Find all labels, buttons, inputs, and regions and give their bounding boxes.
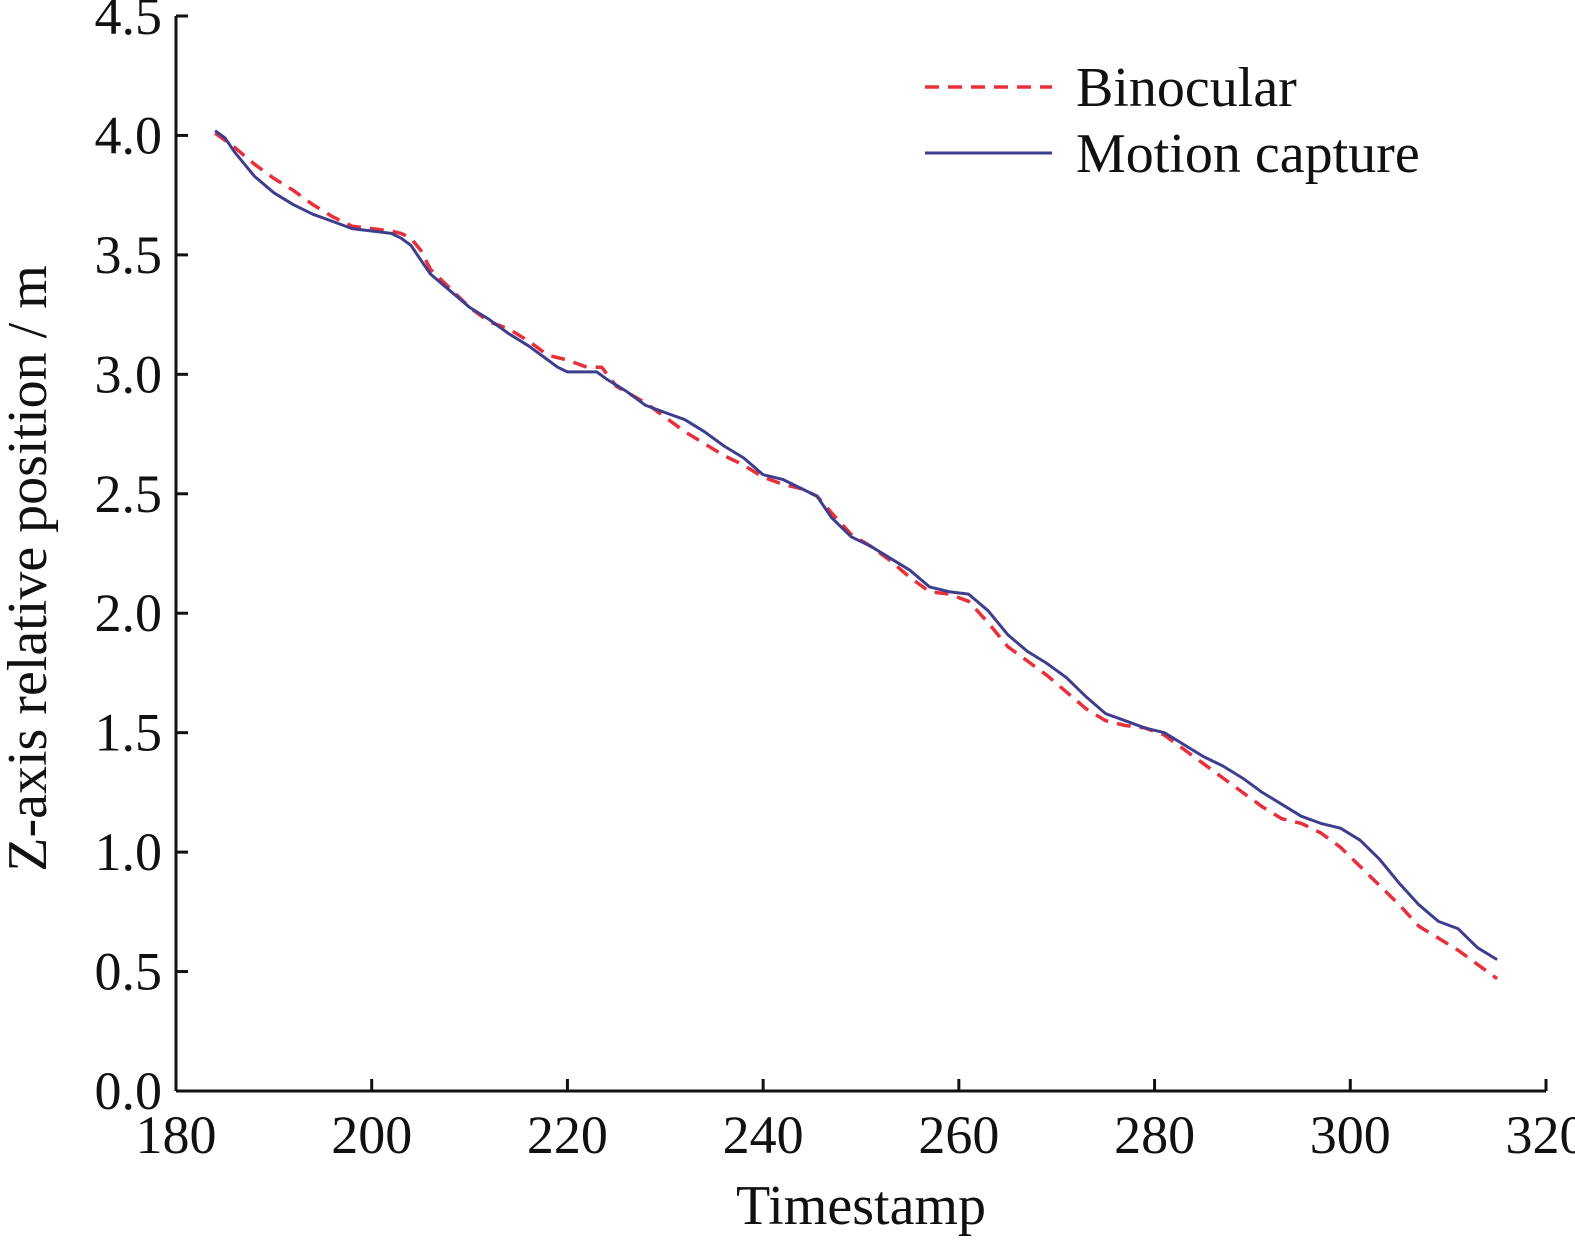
x-axis-ticks: 180 200 220 240 260 280 300 320 bbox=[136, 1079, 1575, 1165]
y-axis-ticks: 0.0 0.5 1.0 1.5 2.0 2.5 3.0 3.5 4.0 4.5 bbox=[95, 0, 188, 1121]
x-tick-label: 180 bbox=[136, 1105, 217, 1165]
y-tick-label: 1.5 bbox=[95, 703, 163, 763]
y-tick-label: 2.5 bbox=[95, 464, 163, 524]
y-axis-title: Z-axis relative position / m bbox=[0, 265, 59, 872]
x-axis-title: Timestamp bbox=[736, 1175, 986, 1237]
series-line-binocular bbox=[214, 131, 1499, 981]
y-tick-label: 1.0 bbox=[95, 822, 163, 882]
legend-label-binocular: Binocular bbox=[1076, 57, 1297, 119]
y-tick-label: 0.0 bbox=[95, 1061, 163, 1121]
x-tick-label: 260 bbox=[918, 1105, 999, 1165]
x-tick-label: 220 bbox=[527, 1105, 608, 1165]
y-tick-label: 4.0 bbox=[95, 105, 163, 165]
series-line-motion-capture bbox=[214, 129, 1498, 961]
series-layer bbox=[214, 129, 1499, 981]
x-tick-label: 280 bbox=[1114, 1105, 1195, 1165]
x-tick-label: 200 bbox=[331, 1105, 412, 1165]
legend: Binocular Motion capture bbox=[925, 57, 1420, 185]
x-tick-label: 300 bbox=[1310, 1105, 1391, 1165]
y-tick-label: 3.0 bbox=[95, 344, 163, 404]
y-tick-label: 3.5 bbox=[95, 225, 163, 285]
y-tick-label: 2.0 bbox=[95, 583, 163, 643]
y-tick-label: 4.5 bbox=[95, 0, 163, 46]
legend-label-motion-capture: Motion capture bbox=[1076, 123, 1420, 185]
x-tick-label: 240 bbox=[723, 1105, 804, 1165]
y-tick-label: 0.5 bbox=[95, 942, 163, 1002]
x-tick-label: 320 bbox=[1506, 1105, 1575, 1165]
